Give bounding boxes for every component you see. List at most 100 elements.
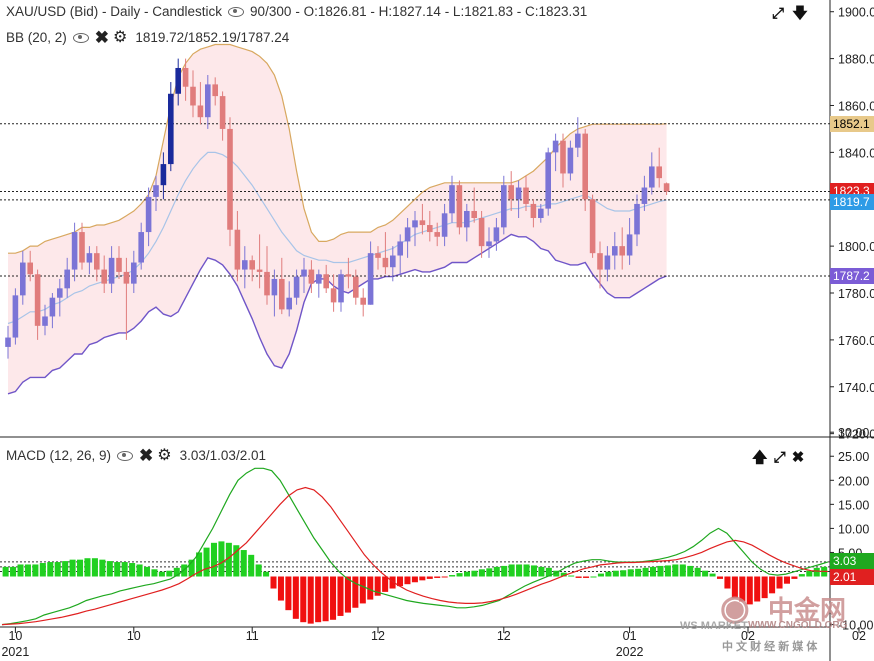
expand-icon[interactable]: ⤢: [772, 5, 785, 22]
histogram-bar: [54, 562, 61, 577]
candle-body: [316, 274, 322, 284]
candle-body: [279, 278, 285, 310]
candle-body: [552, 140, 559, 153]
watermark-tagline: 中 文 财 经 新 媒 体: [722, 641, 818, 653]
candle-body: [301, 269, 307, 277]
histogram-bar: [709, 573, 716, 577]
histogram-bar: [173, 567, 180, 577]
y-tick-label: 1840.00: [838, 146, 874, 160]
candle-body: [49, 297, 56, 317]
x-tick-label: 10: [8, 629, 22, 643]
close-icon[interactable]: ✖: [94, 27, 110, 47]
close-icon[interactable]: ✖: [139, 445, 154, 465]
candle-body: [27, 262, 33, 275]
candle-body: [86, 253, 93, 263]
candle-body: [190, 86, 196, 106]
histogram-bar: [783, 576, 790, 584]
eye-icon[interactable]: [117, 450, 134, 461]
histogram-bar: [359, 576, 366, 604]
histogram-bar: [553, 570, 560, 577]
histogram-bar: [746, 576, 753, 605]
histogram-bar: [2, 566, 9, 577]
candle-body: [427, 225, 433, 233]
candle-body: [79, 232, 85, 263]
histogram-bar: [642, 567, 649, 577]
candle-body: [264, 271, 270, 296]
candle-body: [205, 84, 211, 118]
candle-body: [227, 128, 233, 230]
y-tick-label: 20.00: [838, 474, 869, 488]
histogram-bar: [731, 576, 738, 599]
candle-body: [345, 274, 352, 277]
candle-body: [101, 269, 107, 284]
bb-label: BB (20, 2): [6, 30, 67, 45]
histogram-bar: [769, 576, 776, 594]
histogram-bar: [367, 576, 374, 600]
histogram-bar: [516, 564, 523, 577]
candle-body: [71, 232, 78, 270]
histogram-bar: [650, 566, 657, 577]
histogram-bar: [597, 573, 604, 577]
move-up-icon[interactable]: 🡅: [752, 449, 768, 466]
y-tick-label: 15.00: [838, 498, 869, 512]
histogram-bar: [181, 564, 188, 577]
expand-icon[interactable]: ⤢: [773, 449, 786, 466]
histogram-bar: [776, 576, 783, 589]
histogram-bar: [798, 574, 805, 577]
candle-body: [138, 232, 144, 263]
gear-icon[interactable]: ⚙: [113, 28, 128, 46]
candle-body: [42, 316, 48, 326]
histogram-bar: [635, 568, 642, 577]
x-tick-label: 12: [497, 629, 511, 643]
close-icon[interactable]: ✖: [791, 449, 805, 466]
histogram-bar: [806, 570, 813, 577]
eye-icon[interactable]: [228, 6, 245, 17]
histogram-bar: [24, 564, 31, 577]
y-tick-label: 1880.00: [838, 53, 874, 67]
macd-label: MACD (12, 26, 9): [6, 448, 112, 463]
macd-tag: 2.01: [830, 568, 874, 585]
candle-body: [175, 67, 181, 94]
candle-body: [434, 232, 440, 237]
histogram-bar: [382, 576, 389, 592]
histogram-bar: [605, 571, 612, 577]
eye-icon[interactable]: [72, 32, 89, 43]
histogram-bar: [538, 566, 545, 577]
candle-body: [545, 152, 551, 209]
histogram-bar: [300, 576, 307, 623]
x-tick-label: 10: [127, 629, 141, 643]
histogram-bar: [158, 571, 165, 577]
candle-body: [256, 269, 263, 272]
price-tag: 1852.1: [830, 115, 874, 132]
histogram-bar: [724, 576, 731, 589]
histogram-bar: [404, 576, 411, 585]
histogram-bar: [568, 575, 575, 577]
candle-body: [323, 274, 329, 289]
histogram-bar: [69, 559, 76, 577]
histogram-bar: [121, 562, 128, 577]
candle-body: [663, 183, 670, 192]
move-down-icon[interactable]: 🡇: [792, 5, 808, 22]
gear-icon[interactable]: ⚙: [157, 446, 172, 464]
candle-body: [530, 203, 537, 218]
candle-body: [397, 241, 403, 256]
histogram-bar: [292, 576, 299, 619]
histogram-bar: [791, 576, 798, 579]
candle-body: [456, 185, 463, 228]
histogram-bar: [263, 571, 270, 577]
watermark-partial: WS MARKET: [680, 620, 748, 632]
histogram-bar: [657, 565, 664, 577]
candle-body: [478, 218, 485, 247]
candle-body: [626, 234, 633, 256]
candle-body: [604, 255, 611, 270]
candle-body: [634, 203, 640, 235]
candle-body: [560, 140, 566, 174]
candle-body: [219, 96, 226, 129]
histogram-bar: [277, 576, 284, 601]
candle-body: [441, 213, 448, 237]
candle-body: [656, 166, 662, 179]
candle-body: [538, 208, 544, 218]
histogram-bar: [679, 564, 686, 577]
histogram-bar: [77, 559, 84, 577]
